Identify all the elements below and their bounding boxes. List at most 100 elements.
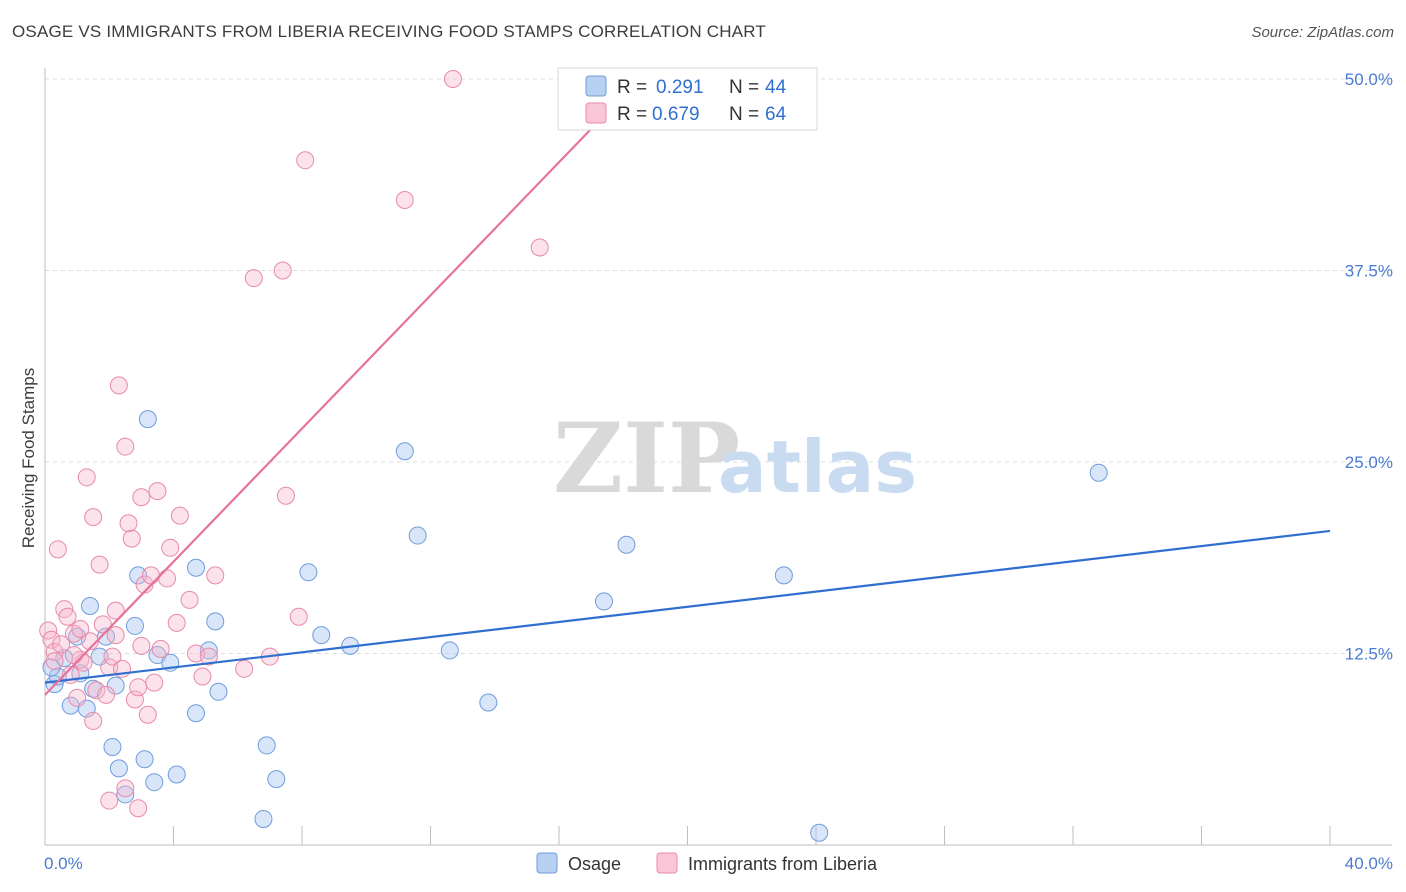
legend-swatch-osage bbox=[585, 75, 607, 97]
liberia-point bbox=[48, 540, 67, 559]
liberia-point bbox=[235, 659, 254, 678]
liberia-point bbox=[87, 681, 106, 700]
liberia-point bbox=[193, 667, 212, 686]
osage-point bbox=[55, 649, 74, 668]
liberia-point bbox=[129, 799, 148, 818]
liberia-point bbox=[167, 613, 186, 632]
osage-point bbox=[186, 704, 205, 723]
series-legend: Osage Immigrants from Liberia bbox=[536, 852, 878, 874]
liberia-point bbox=[116, 779, 135, 798]
x-tick-label-min: 0.0% bbox=[44, 854, 83, 873]
osage-point bbox=[167, 765, 186, 784]
liberia-point bbox=[71, 619, 90, 638]
x-tick-label-max: 40.0% bbox=[1345, 854, 1393, 873]
liberia-point bbox=[77, 468, 96, 487]
bottom-legend-swatch-osage bbox=[536, 852, 558, 874]
osage-point bbox=[617, 535, 636, 554]
y-tick-label: 25.0% bbox=[1345, 453, 1393, 472]
osage-point bbox=[312, 626, 331, 645]
osage-point bbox=[440, 641, 459, 660]
liberia-point bbox=[116, 437, 135, 456]
osage-point bbox=[80, 597, 99, 616]
liberia-trend-line bbox=[44, 78, 641, 696]
liberia-point bbox=[170, 506, 189, 525]
liberia-point bbox=[52, 635, 71, 654]
legend-r-label-osage: R = bbox=[617, 77, 647, 98]
legend-r-value-liberia: 0.679 bbox=[652, 104, 700, 125]
axes: 12.5% 25.0% 37.5% 50.0% 0.0% 40.0% bbox=[44, 68, 1393, 873]
liberia-point bbox=[142, 566, 161, 585]
data-points bbox=[39, 70, 1108, 842]
osage-point bbox=[810, 823, 829, 842]
liberia-point bbox=[58, 607, 77, 626]
liberia-point bbox=[395, 191, 414, 210]
liberia-point bbox=[119, 514, 138, 533]
osage-point bbox=[299, 563, 318, 582]
osage-point bbox=[395, 442, 414, 461]
osage-point bbox=[116, 785, 135, 804]
legend-n-label-osage: N = bbox=[729, 77, 759, 98]
y-tick-label: 12.5% bbox=[1345, 645, 1393, 664]
liberia-point bbox=[296, 151, 315, 170]
liberia-point bbox=[530, 238, 549, 257]
y-tick-label: 37.5% bbox=[1345, 262, 1393, 281]
liberia-point bbox=[145, 673, 164, 692]
bottom-legend-label-osage: Osage bbox=[568, 854, 621, 874]
y-tick-label: 50.0% bbox=[1345, 70, 1393, 89]
trend-lines bbox=[44, 78, 1331, 696]
liberia-point bbox=[151, 639, 170, 658]
liberia-point bbox=[180, 590, 199, 609]
osage-point bbox=[186, 558, 205, 577]
osage-point bbox=[254, 809, 273, 828]
osage-point bbox=[129, 566, 148, 585]
liberia-point bbox=[289, 607, 308, 626]
liberia-point bbox=[199, 647, 218, 666]
osage-point bbox=[109, 759, 128, 778]
liberia-point bbox=[93, 615, 112, 634]
osage-point bbox=[479, 693, 498, 712]
chart-title: OSAGE VS IMMIGRANTS FROM LIBERIA RECEIVI… bbox=[12, 22, 766, 41]
liberia-point bbox=[97, 685, 116, 704]
osage-point bbox=[103, 737, 122, 756]
legend-n-label-liberia: N = bbox=[729, 104, 759, 125]
osage-point bbox=[206, 612, 225, 631]
osage-point bbox=[408, 526, 427, 545]
osage-point bbox=[138, 410, 157, 429]
liberia-point bbox=[45, 642, 64, 661]
liberia-point bbox=[64, 624, 83, 643]
osage-point bbox=[145, 773, 164, 792]
liberia-point bbox=[109, 376, 128, 395]
liberia-point bbox=[68, 688, 87, 707]
liberia-point bbox=[132, 488, 151, 507]
legend-swatch-liberia bbox=[585, 102, 607, 124]
legend-n-value-liberia: 64 bbox=[765, 104, 787, 125]
osage-point bbox=[135, 750, 154, 769]
liberia-point bbox=[273, 261, 292, 280]
legend-n-value-osage: 44 bbox=[765, 77, 787, 98]
liberia-point bbox=[158, 569, 177, 588]
y-axis-label: Receiving Food Stamps bbox=[19, 368, 38, 548]
liberia-point bbox=[64, 646, 83, 665]
liberia-point bbox=[161, 538, 180, 557]
bottom-legend-swatch-liberia bbox=[656, 852, 678, 874]
osage-point bbox=[125, 616, 144, 635]
watermark-atlas: atlas bbox=[718, 425, 917, 509]
liberia-point bbox=[84, 711, 103, 730]
liberia-point bbox=[138, 705, 157, 724]
liberia-point bbox=[129, 678, 148, 697]
liberia-point bbox=[132, 636, 151, 655]
liberia-point bbox=[106, 601, 125, 620]
correlation-legend: R = 0.291 N = 44 R = 0.679 N = 64 bbox=[557, 67, 818, 131]
liberia-point bbox=[103, 647, 122, 666]
liberia-point bbox=[148, 482, 167, 501]
liberia-point bbox=[244, 269, 263, 288]
source-credit: Source: ZipAtlas.com bbox=[1251, 24, 1394, 41]
legend-r-label-liberia: R = bbox=[617, 104, 647, 125]
osage-trend-line bbox=[44, 529, 1331, 684]
liberia-point bbox=[90, 555, 109, 574]
watermark: ZIP atlas bbox=[553, 402, 917, 515]
osage-point bbox=[594, 592, 613, 611]
bottom-legend-label-liberia: Immigrants from Liberia bbox=[688, 854, 878, 874]
legend-r-value-osage: 0.291 bbox=[656, 77, 704, 98]
